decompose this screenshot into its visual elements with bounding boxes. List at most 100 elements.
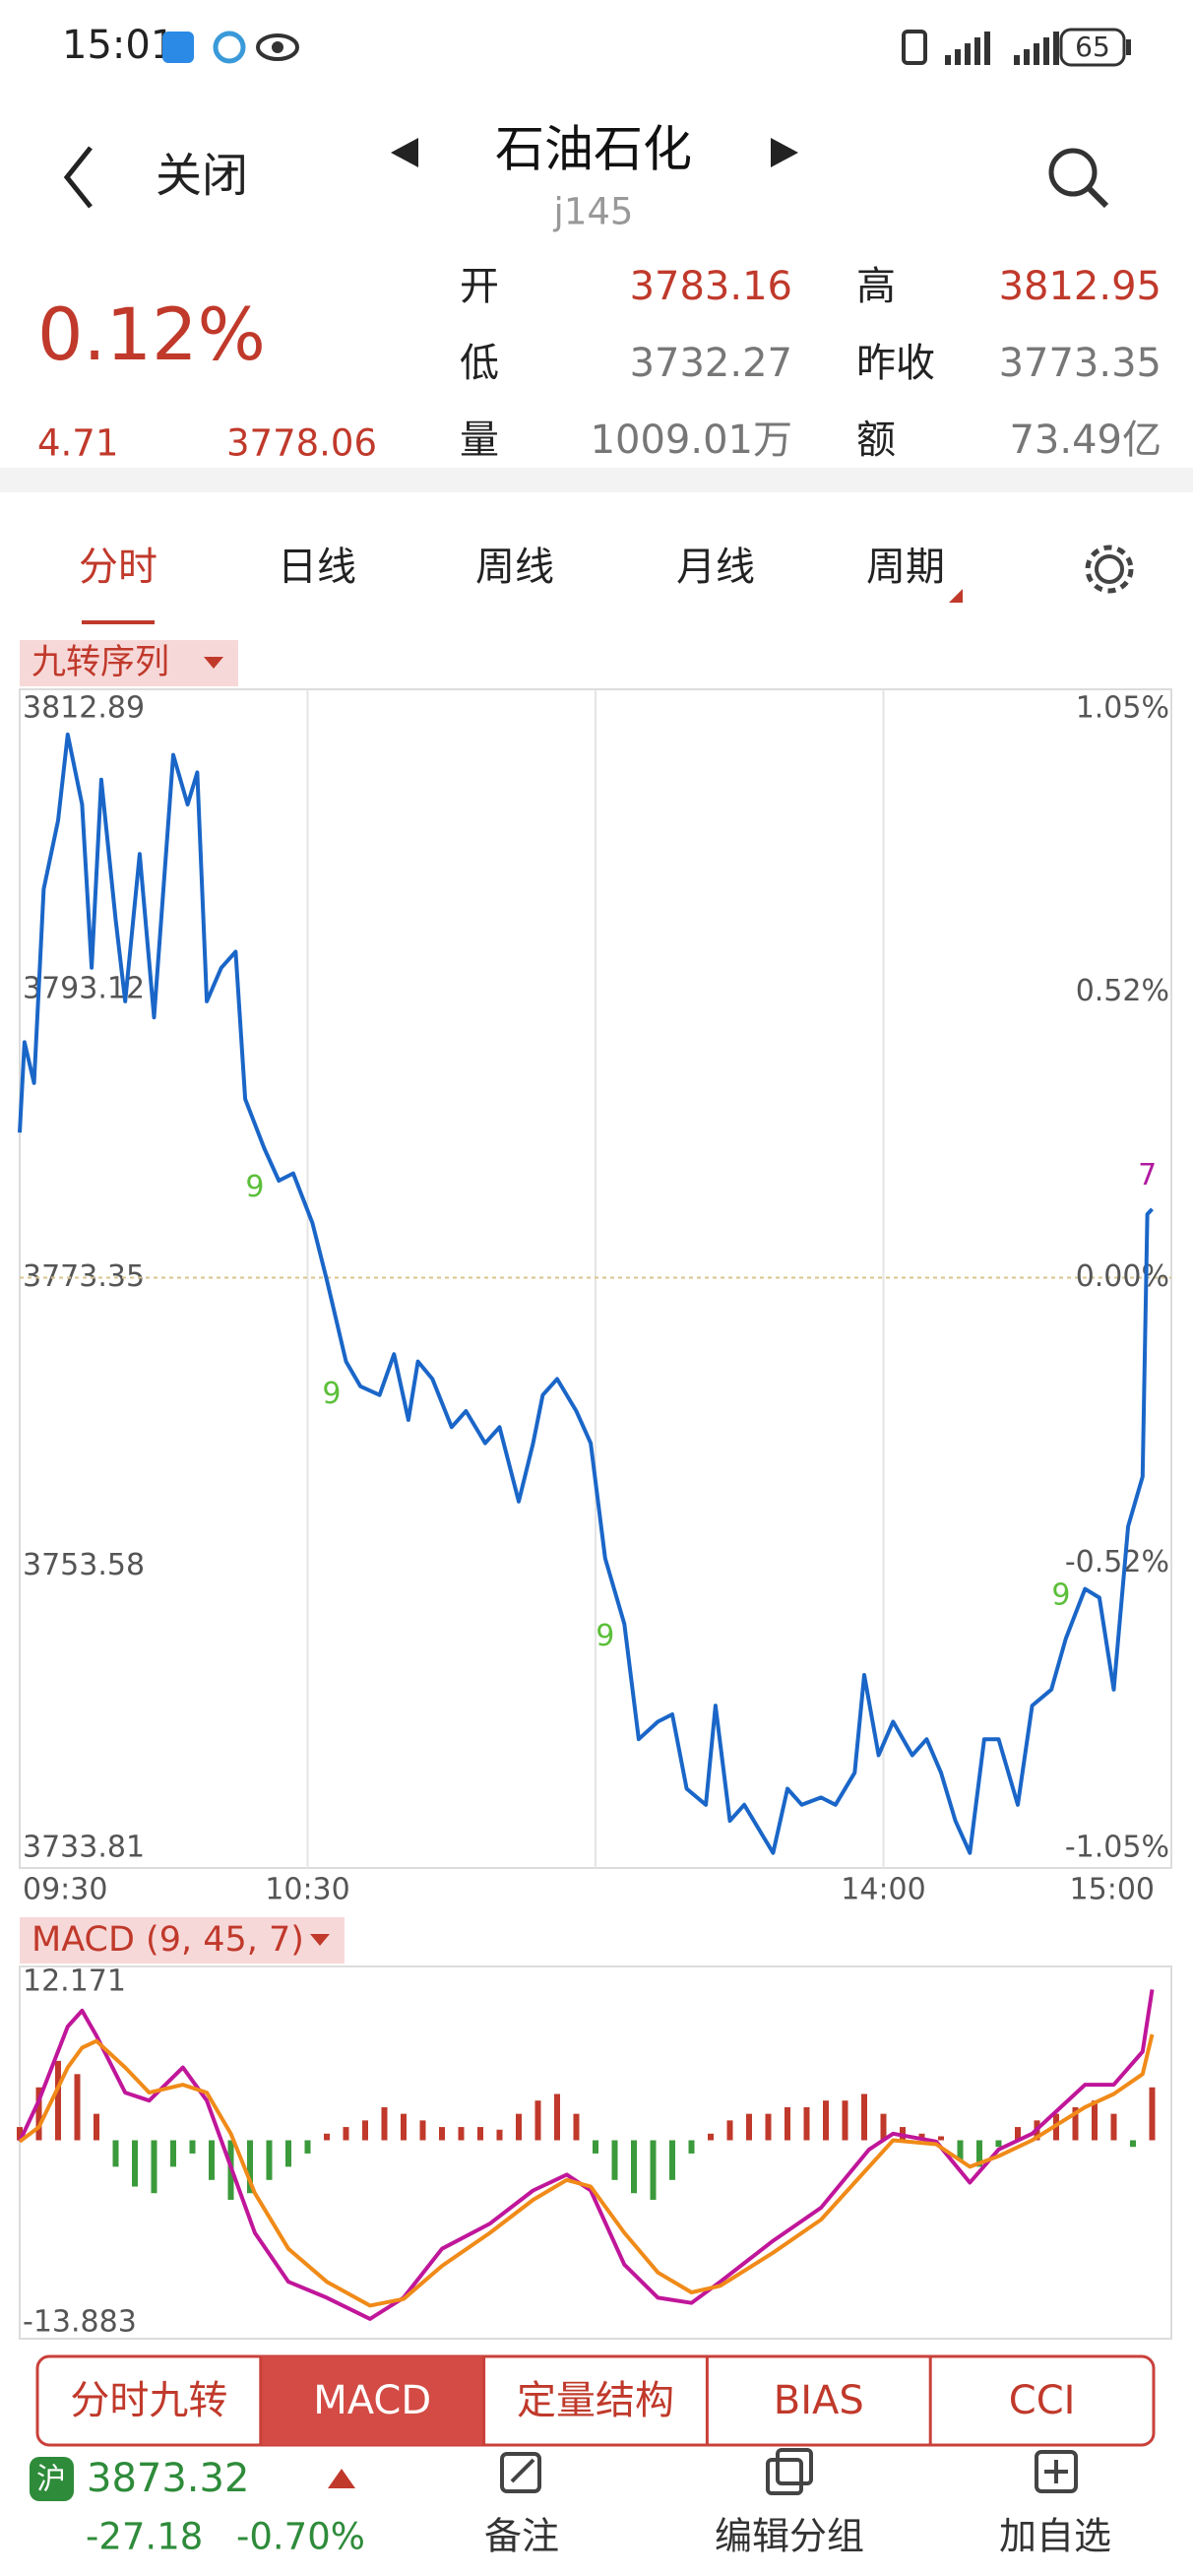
battery-level: 65 [1075, 31, 1110, 63]
period-tabs: 分时 日线 周线 月线 周期 [79, 545, 963, 624]
macd-bar [35, 2087, 42, 2141]
settings-icon[interactable] [1095, 554, 1124, 584]
field-value: 3783.16 [630, 264, 792, 309]
footer-action[interactable]: 加自选 [999, 2515, 1111, 2558]
macd-bar [458, 2127, 465, 2141]
macd-bar [976, 2140, 982, 2167]
footer-action[interactable]: 编辑分组 [715, 2515, 864, 2558]
macd-bar [631, 2140, 637, 2194]
indicator-label-box[interactable] [20, 1917, 345, 1964]
y-tick-label: 3753.58 [23, 1548, 145, 1582]
intraday-chart: 3812.893793.123773.353753.583733.811.05%… [18, 688, 1172, 1907]
period-tab[interactable]: 日线 [278, 545, 356, 590]
macd-bar [573, 2113, 580, 2141]
macd-bar [343, 2127, 349, 2141]
y2-tick-label: -1.05% [1065, 1831, 1169, 1865]
back-button[interactable]: 关闭 [156, 150, 248, 204]
y-tick-label: -13.883 [23, 2305, 137, 2340]
indicator-tab[interactable]: 分时九转 [70, 2378, 227, 2423]
field-value: 3812.95 [999, 264, 1162, 309]
macd-bar [823, 2100, 829, 2141]
indicator-tab[interactable]: CCI [1009, 2378, 1076, 2423]
macd-bar [17, 2127, 23, 2141]
tab-underline [82, 620, 155, 624]
next-arrow[interactable] [771, 138, 798, 167]
macd-bar [1072, 2106, 1079, 2141]
macd-bar [593, 2140, 598, 2154]
y2-tick-label: 0.00% [1076, 1259, 1169, 1294]
macd-bar [938, 2136, 944, 2141]
index-change: -27.18 [86, 2516, 203, 2558]
search-icon[interactable] [1048, 148, 1098, 197]
field-value: 1009.01万 [591, 418, 792, 463]
macd-bar [803, 2106, 810, 2141]
indicator-label[interactable]: MACD (9, 45, 7) [31, 1920, 304, 1960]
spacer [1109, 536, 1149, 547]
indicator-tab[interactable]: 定量结构 [517, 2378, 674, 2423]
y2-tick-label: -0.52% [1065, 1545, 1169, 1579]
change-amount: 4.71 [37, 422, 118, 465]
field-label: 高 [856, 264, 896, 309]
macd-bar [304, 2140, 311, 2154]
y2-tick-label: 0.52% [1076, 974, 1169, 1008]
x-tick-label: 10:30 [265, 1873, 349, 1907]
macd-bar [477, 2127, 483, 2141]
macd-bar [55, 2060, 61, 2141]
macd-bar [554, 2093, 560, 2141]
stock-code: j145 [553, 191, 634, 233]
signal-icons [902, 30, 1059, 65]
x-tick-label: 15:00 [1070, 1873, 1155, 1907]
macd-bar [419, 2120, 426, 2141]
macd-bar [688, 2140, 695, 2154]
y-tick-label: 3733.81 [23, 1831, 145, 1865]
sequence-marker: 9 [596, 1619, 614, 1653]
indicator-tab[interactable]: BIAS [774, 2378, 864, 2423]
sequence-marker: 9 [1051, 1578, 1070, 1613]
y-tick-label: 3812.89 [23, 691, 145, 726]
y2-tick-label: 1.05% [1076, 691, 1169, 726]
field-label: 额 [856, 418, 896, 463]
field-value: 3732.27 [630, 341, 792, 386]
x-tick-label: 14:00 [841, 1873, 925, 1907]
macd-bar [381, 2106, 388, 2141]
indicator-label-box[interactable] [20, 640, 238, 686]
status-time: 15:01 [62, 23, 175, 68]
expand-arrow[interactable] [328, 2469, 355, 2488]
sequence-marker: 7 [1138, 1158, 1157, 1192]
macd-bar [74, 2074, 81, 2141]
period-tab[interactable]: 周期 [866, 545, 945, 590]
divider [0, 468, 1193, 492]
prev-arrow[interactable] [391, 138, 418, 167]
macd-bar [1015, 2127, 1021, 2141]
period-tab[interactable]: 分时 [79, 545, 157, 590]
period-tab[interactable]: 月线 [676, 545, 755, 590]
settings-icon-teeth [1085, 545, 1134, 594]
footer-action[interactable]: 备注 [484, 2515, 559, 2558]
macd-bar [189, 2140, 196, 2154]
macd-bar [669, 2140, 675, 2180]
macd-bar [785, 2106, 790, 2141]
macd-bar [957, 2140, 964, 2160]
macd-bar [209, 2140, 215, 2180]
action-icons [500, 2448, 1078, 2495]
indicator-label[interactable]: 九转序列 [31, 643, 169, 682]
back-icon[interactable] [63, 146, 93, 209]
indicator-tab[interactable]: MACD [313, 2378, 431, 2423]
dropdown-arrow [204, 657, 223, 669]
macd-bar [401, 2113, 407, 2141]
macd-bar [496, 2129, 503, 2141]
status-icon [162, 32, 194, 63]
index-badge-bg [30, 2457, 74, 2501]
status-icon [256, 33, 299, 61]
macd-bar [1130, 2140, 1136, 2148]
macd-bar [1149, 2087, 1156, 2141]
macd-bar [880, 2113, 887, 2141]
macd-bar [1110, 2113, 1117, 2141]
macd-bar [247, 2140, 253, 2194]
macd-bar [266, 2140, 273, 2180]
macd-bar [151, 2140, 157, 2194]
field-label: 开 [460, 264, 499, 309]
period-tab[interactable]: 周线 [475, 545, 554, 590]
macd-chart: 12.171 -13.883 [17, 1964, 1172, 2340]
macd-bar [708, 2133, 714, 2141]
